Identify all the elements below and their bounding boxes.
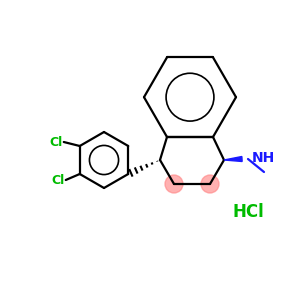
- Text: HCl: HCl: [232, 203, 264, 221]
- Polygon shape: [224, 157, 242, 161]
- Text: Cl: Cl: [52, 173, 65, 187]
- Circle shape: [165, 175, 183, 193]
- Circle shape: [201, 175, 219, 193]
- Text: NH: NH: [252, 151, 275, 165]
- Text: Cl: Cl: [50, 136, 63, 148]
